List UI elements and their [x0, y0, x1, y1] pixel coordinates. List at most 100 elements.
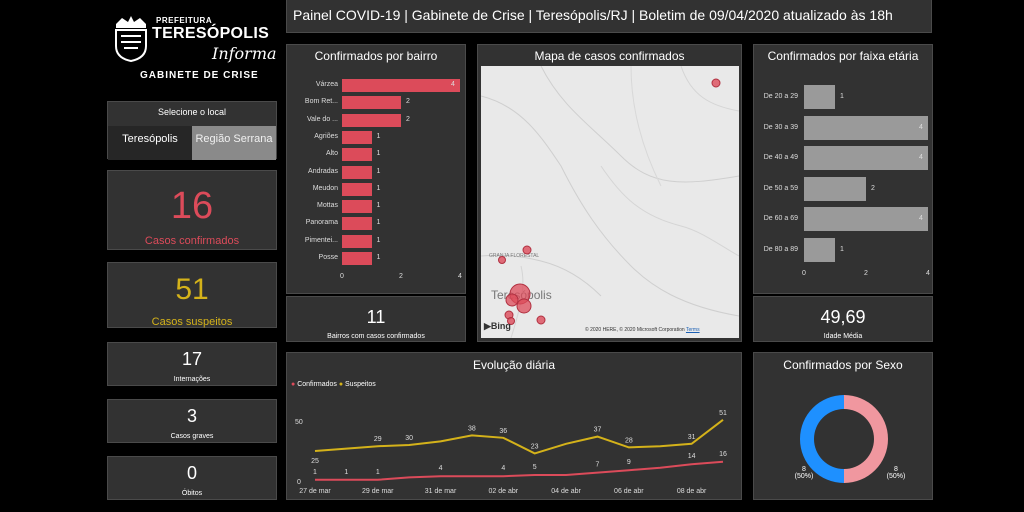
- kpi-confirmed-card: 16 Casos confirmados: [107, 170, 277, 250]
- bairro-bar[interactable]: [342, 148, 372, 162]
- age-chart-panel: Confirmados por faixa etária De 20 a 29 1…: [753, 44, 933, 294]
- kpi-deaths-value: 0: [186, 463, 197, 483]
- age-bar[interactable]: [804, 146, 928, 170]
- daily-data-label: 30: [405, 435, 413, 442]
- age-bar[interactable]: [804, 207, 928, 231]
- sex-slice-left-value: 8: [802, 466, 806, 473]
- sex-slice-right-label: 8 (50%): [886, 466, 906, 480]
- age-chart-title: Confirmados por faixa etária: [767, 49, 919, 63]
- age-axis-tick: 4: [926, 270, 930, 277]
- bairro-bar-value: 1: [376, 184, 381, 192]
- logo-city: TERESÓPOLIS: [152, 25, 270, 42]
- kpi-suspected-value: 51: [175, 273, 209, 306]
- kpi-hospitalized-card: 17 Internações: [107, 342, 277, 386]
- daily-data-label: 38: [468, 425, 476, 432]
- bairro-bar-value: 1: [376, 132, 381, 140]
- legend-suspected-label: Suspeitos: [345, 381, 376, 388]
- bairro-bar[interactable]: [342, 182, 372, 196]
- map-copyright: © 2020 HERE, © 2020 Microsoft Corporatio…: [585, 327, 700, 333]
- bairro-bar[interactable]: [342, 79, 460, 92]
- daily-y-tick: 0: [297, 479, 301, 486]
- age-bar-value: 1: [840, 93, 844, 100]
- donut-slice-pink[interactable]: [844, 395, 888, 483]
- age-bar-value: 4: [919, 154, 923, 161]
- daily-data-label: 23: [531, 443, 539, 450]
- logo-gabinete: GABINETE DE CRISE: [140, 70, 259, 81]
- bairro-bar-value: 4: [451, 81, 455, 88]
- daily-data-label: 1: [344, 469, 348, 476]
- age-bar-label: De 50 a 59: [763, 184, 798, 192]
- prefeitura-logo: PREFEITURA TERESÓPOLIS Informa GABINETE …: [112, 12, 277, 92]
- legend-confirmed-dot: ●: [291, 381, 296, 388]
- bairro-bar[interactable]: [342, 113, 401, 127]
- bing-icon: ▶: [484, 321, 491, 331]
- age-bar-label: De 40 a 49: [763, 154, 798, 161]
- bairro-bar-value: 1: [376, 202, 381, 210]
- bairro-bar-value: 2: [406, 98, 410, 106]
- logo-informa: Informa: [212, 44, 277, 63]
- bairro-bar-label: Panorama: [305, 219, 338, 227]
- age-bar[interactable]: [804, 115, 928, 140]
- bairro-bar[interactable]: [342, 165, 372, 179]
- map-markers: [498, 78, 721, 325]
- daily-data-label: 7: [596, 462, 600, 469]
- daily-data-label: 16: [719, 451, 727, 458]
- daily-series-line-suspected[interactable]: [314, 419, 724, 455]
- daily-data-label: 36: [499, 428, 507, 435]
- daily-data-label: 4: [439, 465, 443, 472]
- age-axis-tick: 0: [802, 270, 806, 277]
- location-selector: Selecione o local Teresópolis Região Ser…: [107, 101, 277, 160]
- location-option-regiao-serrana[interactable]: Região Serrana: [192, 126, 276, 160]
- daily-x-tick: 06 de abr: [614, 488, 644, 495]
- bairro-axis-tick: 2: [399, 273, 403, 281]
- age-bar-label: De 80 a 89: [763, 245, 798, 253]
- bairro-bar[interactable]: [342, 130, 372, 144]
- daily-data-label: 14: [688, 453, 696, 460]
- age-mean-card: 49,69 Idade Média: [753, 296, 933, 342]
- kpi-deaths-label: Óbitos: [181, 490, 203, 497]
- bairro-bar[interactable]: [342, 234, 372, 248]
- bairro-bar-label: Mottas: [316, 202, 338, 210]
- kpi-suspected-card: 51 Casos suspeitos: [107, 262, 277, 328]
- bairro-bar-label: Agriões: [314, 132, 338, 140]
- location-option-teresopolis[interactable]: Teresópolis: [108, 126, 192, 160]
- daily-series-line-confirmed[interactable]: [315, 460, 724, 481]
- bairro-bar[interactable]: [342, 96, 401, 110]
- daily-chart-title: Evolução diária: [472, 358, 556, 372]
- daily-data-label: 29: [374, 436, 382, 443]
- bairro-bar[interactable]: [342, 252, 372, 265]
- kpi-suspected-label: Casos suspeitos: [151, 316, 233, 328]
- map-terms-link[interactable]: Terms: [685, 327, 700, 333]
- sex-slice-left-label: 8 (50%): [794, 466, 814, 480]
- bairro-bar-value: 1: [376, 219, 381, 227]
- city-crest-icon: [115, 16, 147, 62]
- age-bar-label: De 60 a 69: [763, 215, 798, 222]
- donut-slice-blue[interactable]: [799, 395, 844, 483]
- bairro-bar-label: Vale do ...: [306, 115, 338, 123]
- daily-y-tick: 50: [295, 419, 303, 426]
- sex-donut-chart: [799, 395, 888, 483]
- daily-data-label: 4: [501, 465, 505, 472]
- kpi-hospitalized-label: Internações: [173, 376, 211, 383]
- bairro-bar[interactable]: [342, 217, 372, 231]
- daily-legend: ● Confirmados ● Suspeitos: [291, 381, 376, 388]
- case-map[interactable]: GRANJA FLORESTAL Teresópolis ▶Bing © 202…: [481, 66, 739, 338]
- daily-data-label: 9: [627, 459, 631, 466]
- kpi-severe-card: 3 Casos graves: [107, 399, 277, 443]
- age-bar[interactable]: [804, 237, 835, 262]
- bairro-bar-label: Posse: [318, 254, 338, 261]
- daily-data-label: 28: [625, 437, 633, 444]
- daily-data-label: 5: [533, 464, 537, 471]
- age-axis-tick: 2: [864, 270, 868, 277]
- daily-data-label: 31: [688, 434, 696, 441]
- sex-slice-right-pct: (50%): [886, 473, 906, 480]
- age-bar[interactable]: [804, 176, 866, 201]
- sex-chart-title: Confirmados por Sexo: [783, 358, 903, 372]
- age-bar[interactable]: [804, 85, 835, 109]
- bairro-bar-value: 1: [376, 150, 381, 158]
- bairro-bar[interactable]: [342, 200, 372, 214]
- age-bar-value: 4: [919, 215, 923, 222]
- bairro-axis-tick: 4: [458, 273, 462, 281]
- bing-text: Bing: [490, 321, 511, 331]
- bairro-bar-label: Meudon: [312, 184, 338, 192]
